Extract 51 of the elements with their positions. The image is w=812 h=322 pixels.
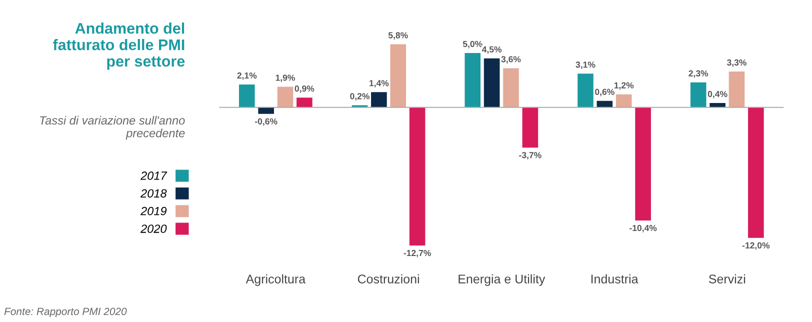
- chart-title: Andamento del fatturato delle PMI per settore: [52, 22, 185, 70]
- data-label: 1,4%: [370, 80, 389, 88]
- legend-label: 2018: [140, 189, 167, 198]
- x-tick-label: Servizi: [708, 274, 746, 284]
- legend-label: 2020: [140, 224, 167, 233]
- data-label: 5,0%: [462, 40, 482, 48]
- bar: [296, 98, 312, 108]
- legend-label: 2017: [140, 172, 168, 180]
- bar: [748, 107, 764, 238]
- bar: [464, 52, 481, 108]
- bar: [690, 82, 706, 108]
- source-note: Fonte: Rapporto PMI 2020: [4, 308, 127, 318]
- data-label: -12,0%: [742, 242, 770, 250]
- bar: [578, 74, 594, 108]
- data-label: 5,8%: [388, 32, 408, 40]
- bar: [635, 107, 651, 221]
- legend-label: 2019: [140, 206, 167, 216]
- x-tick-label: Industria: [591, 274, 638, 284]
- data-label: 3,1%: [576, 62, 596, 70]
- bar: [596, 100, 613, 108]
- data-label: 0,2%: [350, 93, 370, 101]
- bar: [390, 44, 406, 108]
- bar: [258, 107, 274, 114]
- data-label: 3,6%: [501, 56, 521, 64]
- data-label: -10,4%: [630, 224, 657, 232]
- data-label: -0,6%: [254, 118, 278, 126]
- text: Tassi di variazione sull'anno precedente: [40, 116, 185, 140]
- data-label: 2,3%: [688, 70, 708, 78]
- bar: [409, 107, 426, 246]
- bar: [728, 71, 745, 108]
- data-label: 0,9%: [294, 85, 314, 93]
- bar: [522, 107, 538, 148]
- bar: [710, 103, 726, 108]
- x-tick-label: Energia e Utility: [458, 274, 546, 286]
- data-label: 1,2%: [614, 82, 634, 90]
- data-label: 2,1%: [237, 72, 257, 80]
- data-label: -3,7%: [519, 152, 542, 160]
- bar: [238, 84, 255, 108]
- data-label: 3,3%: [726, 59, 746, 67]
- x-tick-label: Costruzioni: [358, 274, 419, 284]
- bar: [503, 68, 519, 108]
- bar: [616, 94, 632, 108]
- x-tick-label: Agricoltura: [246, 274, 306, 286]
- bar: [484, 58, 500, 108]
- bar: [371, 92, 387, 108]
- data-label: 0,6%: [595, 88, 614, 96]
- data-label: 1,9%: [276, 74, 296, 82]
- data-label: -12,7%: [404, 250, 431, 258]
- data-label: 0,4%: [708, 90, 728, 98]
- bar: [277, 86, 294, 108]
- data-label: 4,5%: [482, 46, 502, 54]
